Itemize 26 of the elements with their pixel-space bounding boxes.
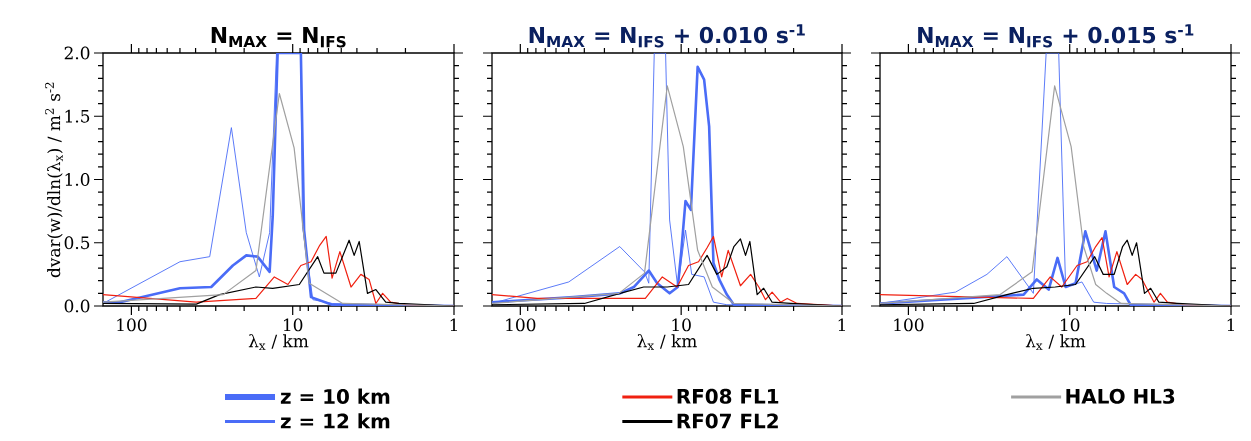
- y-tick-label: 2.0: [64, 46, 90, 60]
- x-tick-label: 10: [672, 318, 691, 332]
- y-tick-label: 0.5: [64, 236, 90, 250]
- x-tick-label: 1: [1227, 318, 1234, 332]
- chart-title: N$_{MAX}$ = N$_{IFS}$: [211, 27, 346, 48]
- y-tick-label: 1.0: [65, 173, 90, 186]
- legend-label: HALO HL3: [1066, 388, 1175, 404]
- x-axis-title: λ$_{x}$ / km: [1025, 334, 1086, 350]
- legend-label: z = 10 km: [280, 388, 390, 405]
- chart-title: N$_{MAX}$ = N$_{IFS}$ + 0.010 s$^{-1}$: [529, 24, 805, 48]
- x-tick-label: 100: [894, 318, 924, 332]
- y-axis-title: dvar(w)/dln(λ$_{x}$) / m$^{2}$ s$^{-2}$: [45, 82, 63, 278]
- legend-label: RF08 FL1: [677, 388, 779, 404]
- x-axis-title: λ$_{x}$ / km: [637, 334, 697, 350]
- legend-label: z = 12 km: [280, 413, 390, 429]
- x-tick-label: 100: [506, 318, 536, 332]
- x-tick-label: 10: [283, 318, 303, 332]
- chart-title: N$_{MAX}$ = N$_{IFS}$ + 0.015 s$^{-1}$: [918, 24, 1194, 48]
- y-tick-label: 0.0: [64, 299, 90, 313]
- x-tick-label: 100: [117, 318, 147, 332]
- x-tick-label: 1: [450, 318, 457, 332]
- y-tick-label: 1.5: [65, 109, 90, 123]
- legend-label: RF07 FL2: [677, 413, 778, 429]
- x-tick-label: 1: [838, 318, 845, 332]
- x-axis-title: λ$_{x}$ / km: [248, 334, 309, 350]
- x-tick-label: 10: [1061, 318, 1080, 332]
